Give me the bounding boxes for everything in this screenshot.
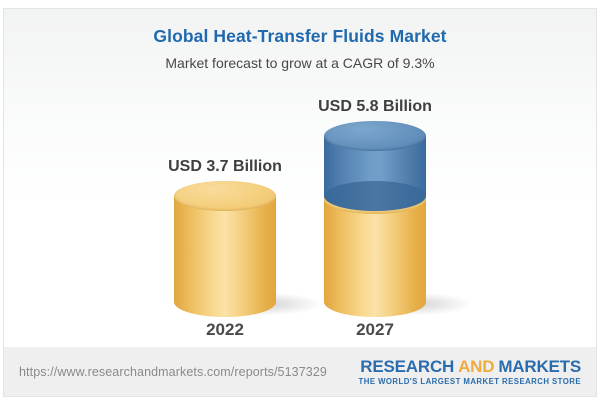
cylinder-body-base <box>174 196 276 302</box>
banner-card: Global Heat-Transfer Fluids Market Marke… <box>3 8 597 397</box>
logo-word-and: AND <box>458 356 495 376</box>
category-label: 2022 <box>206 320 244 339</box>
logo-tagline: THE WORLD'S LARGEST MARKET RESEARCH STOR… <box>358 376 581 386</box>
report-url-link[interactable]: https://www.researchandmarkets.com/repor… <box>19 364 327 379</box>
page-title: Global Heat-Transfer Fluids Market <box>153 26 447 46</box>
value-label: USD 5.8 Billion <box>318 98 432 115</box>
research-and-markets-logo: RESEARCH AND MARKETS THE WORLD'S LARGEST M… <box>358 358 582 386</box>
cylinder-top-cap <box>324 121 426 151</box>
header: Global Heat-Transfer Fluids Market Marke… <box>4 26 596 71</box>
cylinder-bottom-cap <box>324 287 426 317</box>
cylinder-bottom-cap <box>174 287 276 317</box>
cylinder-base-top-cap <box>174 181 276 211</box>
category-label: 2027 <box>356 320 394 339</box>
cylinder-junction-cap <box>324 181 426 211</box>
value-label: USD 3.7 Billion <box>168 158 282 175</box>
logo-wordmark: RESEARCH AND MARKETS <box>359 358 581 375</box>
footer: https://www.researchandmarkets.com/repor… <box>4 347 596 396</box>
logo-word-research: RESEARCH <box>360 356 455 376</box>
page-subtitle: Market forecast to grow at a CAGR of 9.3… <box>165 55 435 71</box>
logo-word-markets: MARKETS <box>498 356 581 376</box>
